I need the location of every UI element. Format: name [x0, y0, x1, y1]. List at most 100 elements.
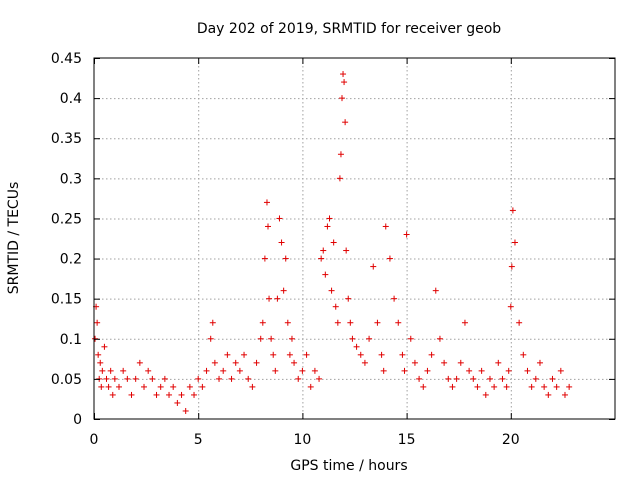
data-point: [132, 375, 139, 382]
data-point: [107, 367, 114, 374]
data-point: [345, 295, 352, 302]
data-point: [236, 367, 243, 374]
data-point: [284, 319, 291, 326]
data-point: [116, 383, 123, 390]
data-point: [491, 383, 498, 390]
data-point: [524, 367, 531, 374]
data-point: [353, 343, 360, 350]
data-point: [161, 375, 168, 382]
data-point: [170, 383, 177, 390]
data-point: [328, 287, 335, 294]
data-point: [209, 319, 216, 326]
data-point: [324, 223, 331, 230]
data-point: [340, 71, 347, 78]
data-point: [378, 351, 385, 358]
data-point: [332, 303, 339, 310]
y-axis-label: SRMTID / TECUs: [6, 182, 22, 295]
x-axis-label: GPS time / hours: [290, 458, 407, 474]
data-point: [99, 367, 106, 374]
y-tick-label: 0.25: [51, 211, 82, 227]
data-point: [145, 367, 152, 374]
data-point: [157, 383, 164, 390]
data-point: [274, 295, 281, 302]
data-point: [511, 239, 518, 246]
data-point: [232, 359, 239, 366]
data-point: [174, 399, 181, 406]
data-point: [216, 375, 223, 382]
data-point: [276, 215, 283, 222]
data-point: [470, 375, 477, 382]
data-point: [291, 359, 298, 366]
data-point: [528, 383, 535, 390]
plot-frame: [93, 57, 616, 420]
data-point: [449, 383, 456, 390]
data-point: [503, 383, 510, 390]
y-tick-label: 0.3: [60, 171, 82, 187]
data-point: [482, 391, 489, 398]
data-point: [303, 351, 310, 358]
data-point: [441, 359, 448, 366]
data-point: [357, 351, 364, 358]
y-tick-label: 0.1: [60, 332, 82, 348]
x-tick-label: 5: [194, 432, 203, 448]
data-point: [280, 287, 287, 294]
y-tick-labels: 0 0.05 0.1 0.15 0.2 0.25 0.3 0.35 0.4 0.45: [51, 51, 82, 428]
data-point: [532, 375, 539, 382]
data-point: [545, 391, 552, 398]
y-tick-label: 0.05: [51, 372, 82, 388]
x-tick-label: 10: [293, 432, 311, 448]
data-point: [101, 343, 108, 350]
data-point: [182, 407, 189, 414]
data-point: [270, 351, 277, 358]
data-point: [97, 359, 104, 366]
data-point: [407, 335, 414, 342]
data-point: [553, 383, 560, 390]
data-point: [111, 375, 118, 382]
data-point: [370, 263, 377, 270]
data-point: [257, 335, 264, 342]
data-point: [349, 335, 356, 342]
data-point: [241, 351, 248, 358]
data-point: [561, 391, 568, 398]
data-point: [505, 367, 512, 374]
axis-ticks: [94, 58, 615, 420]
data-point: [395, 319, 402, 326]
y-tick-label: 0.4: [60, 91, 82, 107]
data-point: [316, 375, 323, 382]
data-point: [307, 383, 314, 390]
data-point: [109, 391, 116, 398]
data-point: [424, 367, 431, 374]
data-point: [432, 287, 439, 294]
data-point: [366, 335, 373, 342]
data-point: [153, 391, 160, 398]
data-point: [178, 391, 185, 398]
data-point: [95, 351, 102, 358]
x-tick-label: 15: [398, 432, 416, 448]
data-point: [516, 319, 523, 326]
data-point: [124, 375, 131, 382]
chart-title: Day 202 of 2019, SRMTID for receiver geo…: [197, 21, 501, 37]
data-point: [265, 223, 272, 230]
data-point: [103, 375, 110, 382]
data-point: [411, 359, 418, 366]
y-tick-label: 0.35: [51, 131, 82, 147]
data-point: [295, 375, 302, 382]
data-point: [336, 175, 343, 182]
data-point: [380, 367, 387, 374]
data-point: [278, 239, 285, 246]
data-point: [399, 351, 406, 358]
data-point: [509, 207, 516, 214]
data-point: [94, 319, 101, 326]
data-point: [520, 351, 527, 358]
data-point: [259, 319, 266, 326]
data-point: [311, 367, 318, 374]
y-tick-label: 0.15: [51, 292, 82, 308]
data-point: [445, 375, 452, 382]
data-point: [334, 319, 341, 326]
data-point: [326, 215, 333, 222]
data-point: [98, 383, 105, 390]
y-tick-label: 0.45: [51, 51, 82, 67]
data-point: [566, 383, 573, 390]
data-point: [342, 119, 349, 126]
